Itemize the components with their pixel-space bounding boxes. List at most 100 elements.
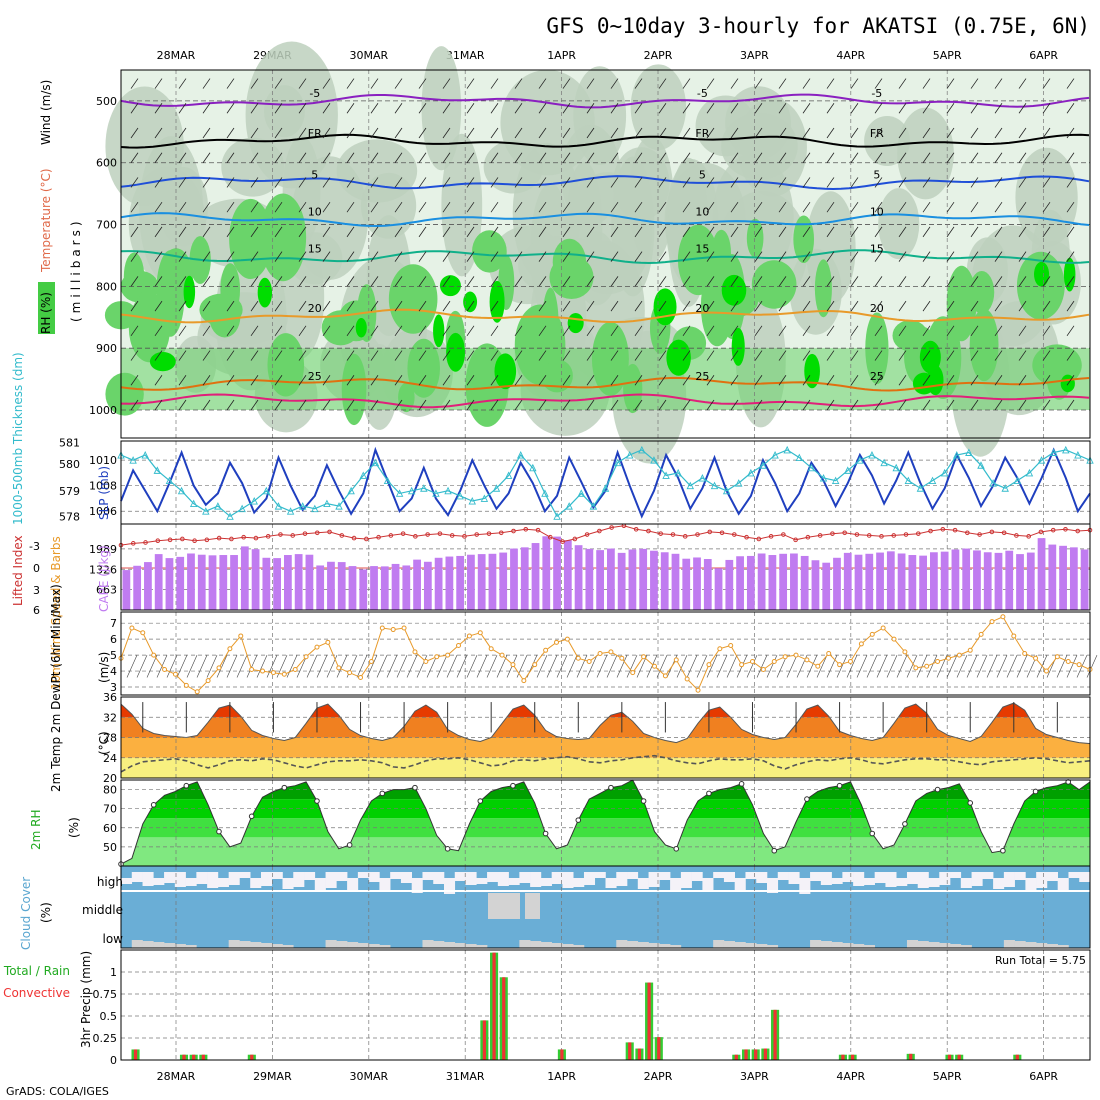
bottom-date-tick: 6APR: [1029, 1070, 1058, 1083]
wind10m-barb: [626, 654, 638, 678]
wind-barb: [514, 350, 523, 361]
wind10m-marker: [1033, 655, 1039, 661]
cloud-high-clear: [164, 872, 176, 883]
wind10m-tick-label: 3: [110, 681, 117, 694]
wind10m-labels: 10m Wind Speed & Barbs (m/s): [49, 536, 111, 690]
temp2m-frame: [120, 696, 1091, 779]
cape-bar: [1069, 547, 1078, 610]
wind-barb: [346, 127, 355, 139]
wind-barb: [346, 103, 355, 114]
wind-barb: [322, 152, 331, 163]
wind-barb: [874, 201, 883, 213]
wind-barb: [706, 276, 715, 287]
wind-barb: [898, 78, 907, 89]
lifted-index-marker: [879, 534, 884, 539]
cape-bar: [380, 566, 389, 610]
wind-barb: [154, 399, 163, 411]
wind10m-barb: [436, 654, 448, 678]
wind10m-barb: [396, 654, 408, 678]
rh-cell: [630, 64, 687, 151]
isotherm-line: [120, 308, 1090, 324]
wind10m-marker: [445, 652, 451, 658]
lifted-index-marker: [646, 528, 651, 534]
cloud-high-clear: [293, 872, 305, 887]
wind-barb: [778, 226, 787, 238]
lifted-index-tick-label: -3: [29, 540, 40, 553]
wind-barb: [610, 201, 619, 213]
cape-bar: [703, 559, 712, 610]
wind10m-barb: [1056, 654, 1068, 678]
wind10m-axis-label: 10m Wind Speed & Barbs: [49, 536, 63, 690]
pressure-tick-label: 1000: [89, 404, 117, 417]
lifted-index-marker: [143, 540, 148, 545]
lifted-index-marker: [364, 536, 369, 542]
wind-barb: [562, 201, 571, 213]
wind-barb: [634, 350, 643, 361]
wind-barb: [346, 350, 355, 361]
lifted-index-tick-label: 0: [33, 562, 40, 575]
lifted-index-marker: [265, 534, 271, 539]
wind-barb: [490, 325, 499, 337]
wind10m-marker: [858, 641, 864, 647]
bottom-date-tick: 5APR: [933, 1070, 962, 1083]
wind-barb: [586, 78, 595, 89]
wind-barb: [1066, 177, 1075, 188]
rh-moist-cell: [472, 230, 507, 273]
wind-barb: [274, 177, 283, 188]
wind10m-barb: [846, 654, 858, 678]
rh2m-marker: [738, 781, 745, 787]
wind-barb: [778, 375, 787, 386]
wind-barb: [442, 350, 451, 361]
lifted-index-marker: [449, 533, 455, 538]
wind10m-marker: [260, 668, 266, 674]
wind-barb: [874, 152, 883, 163]
wind10m-barb: [946, 654, 958, 678]
rh2m-marker: [836, 782, 843, 789]
temp-tick-label: 36: [103, 691, 117, 704]
rh-moist-cell: [123, 252, 145, 301]
wind-barb: [322, 127, 331, 139]
precip-panel: 0 0.25 0.5 0.75 1: [93, 949, 1091, 1067]
cloud-low-bar: [271, 944, 283, 948]
cloud-high-clear: [756, 872, 768, 883]
wind-barb: [130, 350, 139, 361]
cloud-low-bar: [153, 942, 165, 948]
wind-barb: [562, 276, 571, 287]
wind-barb: [418, 300, 427, 312]
wind-barb: [970, 325, 979, 337]
wind-barb: [442, 399, 451, 411]
isotherm-label: 10: [870, 206, 884, 219]
bottom-date-axis: 28MAR 29MAR 30MAR 31MAR 1APR 2APR 3APR 4APR 5APR…: [157, 1070, 1059, 1083]
cloud-low-bar: [810, 940, 822, 948]
thickness-marker: [371, 458, 380, 467]
isotherm-label: 20: [308, 302, 322, 315]
cloud-high-clear: [1068, 872, 1080, 878]
wind-barb: [250, 103, 259, 114]
cloud-high-clear: [702, 878, 714, 891]
rh2m-marker: [510, 782, 516, 789]
wind-barb: [490, 152, 499, 163]
wind-barb: [346, 375, 355, 386]
wind-barb: [322, 251, 331, 262]
thickness-marker: [165, 476, 174, 485]
wind-barb: [898, 251, 907, 262]
wind-barb: [946, 325, 955, 337]
wind-barb: [1018, 276, 1027, 287]
wind-barb: [610, 78, 619, 89]
cloud-high-clear: [885, 872, 897, 887]
isotherm-line: [120, 93, 1090, 109]
wind-barb: [130, 127, 139, 139]
cape-bar: [650, 550, 658, 610]
wind-barb: [274, 276, 283, 287]
wind-barb: [898, 177, 907, 188]
lifted-index-marker: [1063, 526, 1068, 532]
thickness-marker: [565, 502, 573, 510]
wind-barb: [178, 78, 187, 89]
isotherm-label: 15: [695, 243, 709, 256]
wind-barb: [658, 251, 667, 262]
wind-barb: [514, 127, 523, 139]
wind-barb: [898, 127, 907, 139]
wind10m-marker: [815, 663, 821, 669]
wind-barb: [658, 103, 667, 114]
cape-bar: [154, 554, 163, 610]
